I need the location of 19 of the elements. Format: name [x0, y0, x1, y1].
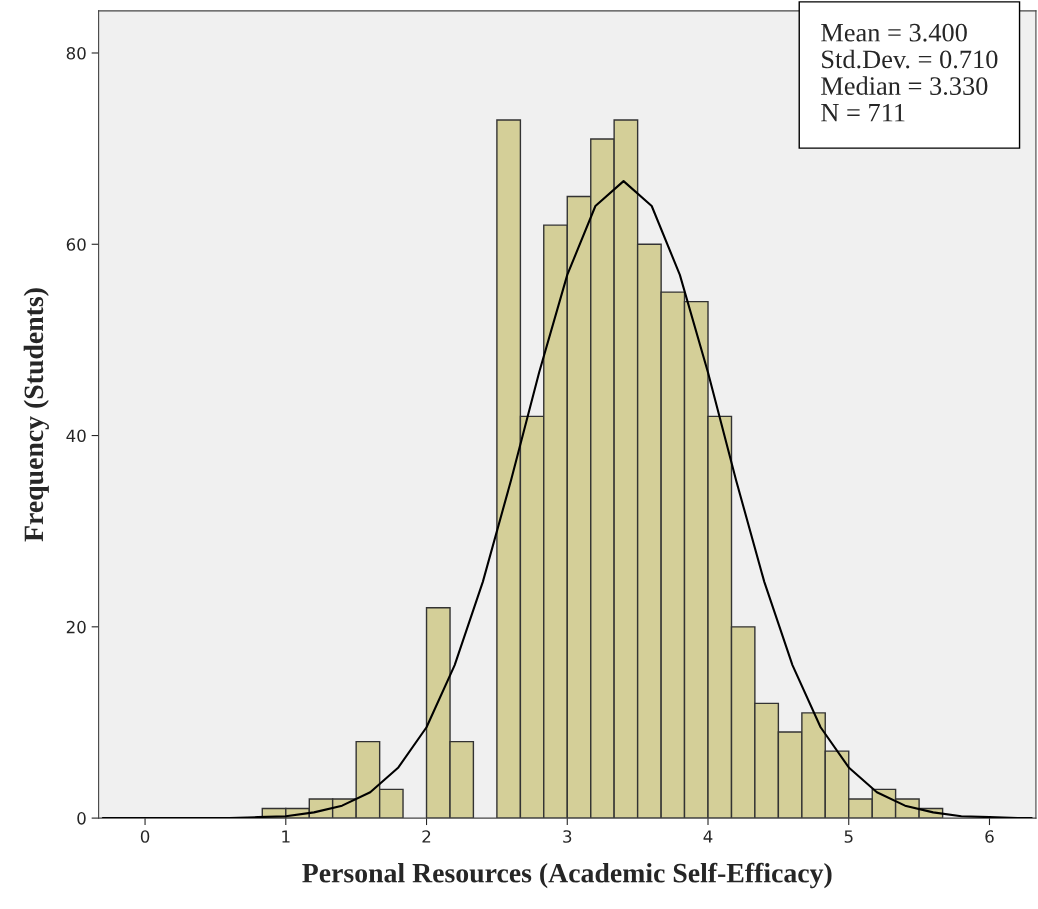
y-tick-label: 0 — [77, 812, 86, 825]
y-axis-title: Frequency (Students) — [23, 288, 49, 542]
y-tick-label: 60 — [66, 238, 86, 251]
annotation: Median = 3.330 — [821, 76, 988, 96]
x-axis-title: Personal Resources (Academic Self-Efficacy) — [302, 862, 832, 889]
annotation: Mean = 3.400 — [821, 23, 967, 42]
x-tick-label: 5 — [844, 830, 853, 843]
annotation: N = 711 — [821, 103, 905, 122]
x-tick-label: 1 — [282, 830, 290, 843]
x-tick-label: 4 — [703, 830, 713, 843]
x-tick-label: 3 — [563, 830, 572, 843]
x-tick-label: 2 — [422, 830, 431, 843]
y-tick-label: 80 — [66, 46, 86, 60]
x-tick-label: 0 — [140, 830, 150, 843]
line-series — [101, 180, 1033, 819]
annotation: Std.Dev. = 0.710 — [822, 49, 998, 69]
y-tick-label: 20 — [66, 620, 86, 634]
y-tick-label: 40 — [66, 429, 86, 443]
x-tick-label: 6 — [985, 830, 994, 843]
